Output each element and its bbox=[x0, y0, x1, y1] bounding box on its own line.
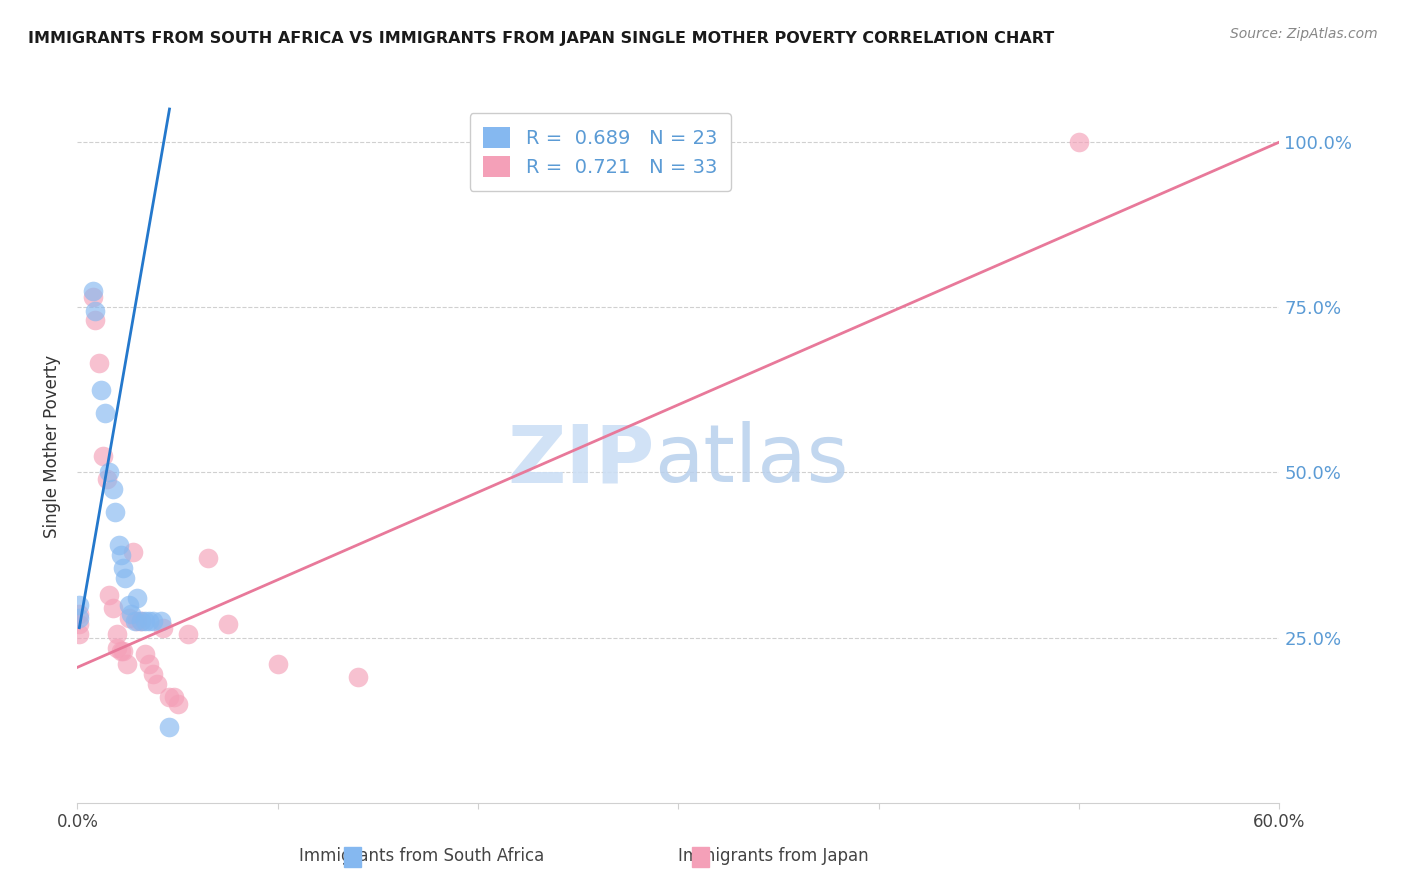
Point bbox=[114, 571, 136, 585]
Point bbox=[103, 482, 125, 496]
Point bbox=[152, 621, 174, 635]
Point bbox=[267, 657, 290, 671]
Point bbox=[142, 667, 165, 681]
Point bbox=[98, 588, 121, 602]
Legend: R =  0.689   N = 23, R =  0.721   N = 33: R = 0.689 N = 23, R = 0.721 N = 33 bbox=[470, 113, 731, 191]
Text: Immigrants from South Africa: Immigrants from South Africa bbox=[299, 847, 544, 865]
Point bbox=[98, 466, 121, 480]
Point bbox=[120, 607, 142, 622]
Point bbox=[166, 697, 188, 711]
Point bbox=[138, 614, 160, 628]
Point bbox=[67, 611, 90, 625]
Point bbox=[112, 644, 135, 658]
Point bbox=[131, 614, 153, 628]
Point bbox=[93, 449, 115, 463]
Point bbox=[107, 640, 129, 655]
Point bbox=[176, 627, 198, 641]
Point bbox=[96, 472, 118, 486]
Point bbox=[67, 617, 90, 632]
Text: atlas: atlas bbox=[654, 421, 849, 500]
Point bbox=[162, 690, 184, 704]
Point bbox=[90, 383, 112, 397]
Point bbox=[84, 313, 107, 327]
Point bbox=[118, 598, 141, 612]
Text: ZIP: ZIP bbox=[508, 421, 654, 500]
Point bbox=[159, 720, 181, 734]
Point bbox=[112, 561, 135, 575]
Point bbox=[159, 690, 181, 704]
Text: Source: ZipAtlas.com: Source: ZipAtlas.com bbox=[1230, 27, 1378, 41]
Text: Immigrants from Japan: Immigrants from Japan bbox=[678, 847, 869, 865]
Y-axis label: Single Mother Poverty: Single Mother Poverty bbox=[44, 354, 62, 538]
Point bbox=[67, 598, 90, 612]
Point bbox=[82, 290, 104, 304]
Point bbox=[124, 614, 146, 628]
Point bbox=[134, 614, 156, 628]
Point bbox=[110, 644, 132, 658]
Point bbox=[94, 406, 117, 420]
Point bbox=[67, 627, 90, 641]
Point bbox=[118, 611, 141, 625]
Point bbox=[107, 627, 129, 641]
Point bbox=[67, 607, 90, 622]
Point bbox=[117, 657, 139, 671]
Point bbox=[146, 677, 169, 691]
Point bbox=[138, 657, 160, 671]
Point bbox=[134, 647, 156, 661]
Point bbox=[84, 303, 107, 318]
Point bbox=[110, 548, 132, 562]
Point bbox=[347, 670, 370, 684]
Point bbox=[1069, 135, 1091, 149]
Point bbox=[89, 356, 111, 370]
Point bbox=[82, 284, 104, 298]
Point bbox=[142, 614, 165, 628]
Point bbox=[127, 614, 149, 628]
Point bbox=[108, 538, 131, 552]
Point bbox=[104, 505, 127, 519]
Point bbox=[122, 545, 145, 559]
Point bbox=[150, 614, 173, 628]
Text: IMMIGRANTS FROM SOUTH AFRICA VS IMMIGRANTS FROM JAPAN SINGLE MOTHER POVERTY CORR: IMMIGRANTS FROM SOUTH AFRICA VS IMMIGRAN… bbox=[28, 31, 1054, 46]
Point bbox=[103, 600, 125, 615]
Point bbox=[197, 551, 219, 566]
Point bbox=[131, 614, 153, 628]
Point bbox=[217, 617, 239, 632]
Point bbox=[127, 591, 149, 605]
